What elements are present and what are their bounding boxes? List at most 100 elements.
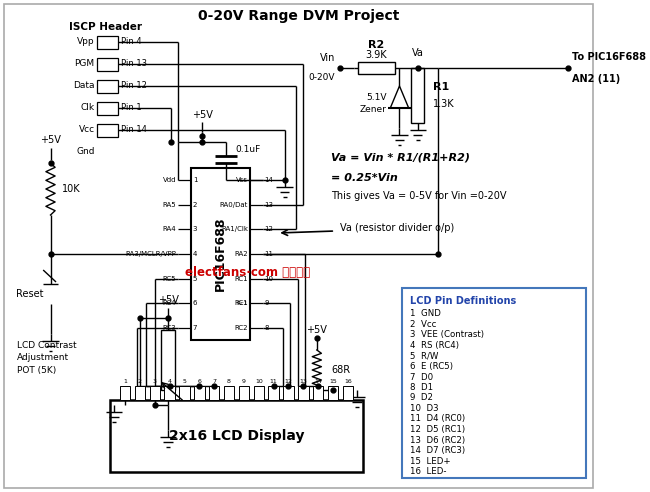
Text: Vin: Vin [320, 53, 335, 63]
Text: +5V: +5V [306, 325, 327, 335]
Text: Clk: Clk [81, 103, 95, 113]
Text: 12  D5 (RC1): 12 D5 (RC1) [410, 425, 465, 434]
Text: 13: 13 [265, 202, 274, 208]
Bar [358, 62, 395, 74]
Text: 10K: 10K [62, 184, 80, 194]
Text: LCD Contrast: LCD Contrast [16, 340, 76, 349]
Text: 3.9K: 3.9K [366, 50, 387, 60]
Text: 3: 3 [153, 379, 157, 384]
Text: 1: 1 [193, 177, 198, 184]
Bar [111, 400, 363, 472]
Bar [209, 386, 220, 400]
Text: 15: 15 [329, 379, 337, 384]
Text: Pin 12: Pin 12 [121, 82, 147, 91]
Text: 13  D6 (RC2): 13 D6 (RC2) [410, 435, 465, 444]
Text: 11: 11 [270, 379, 278, 384]
Text: 1  GND: 1 GND [410, 309, 441, 318]
Text: 9: 9 [242, 379, 246, 384]
Text: 11  D4 (RC0): 11 D4 (RC0) [410, 414, 465, 424]
Bar [135, 386, 145, 400]
Text: RA5: RA5 [162, 202, 176, 208]
Text: 2x16 LCD Display: 2x16 LCD Display [169, 429, 304, 443]
Text: RC1: RC1 [235, 300, 248, 306]
Text: RA3/MCLR/VPP: RA3/MCLR/VPP [125, 251, 176, 257]
Text: ISCP Header: ISCP Header [69, 22, 142, 32]
Text: +5V: +5V [192, 110, 213, 120]
Bar [411, 68, 424, 123]
Bar [239, 386, 249, 400]
Text: 15  LED+: 15 LED+ [410, 457, 450, 465]
Text: Reset: Reset [16, 289, 43, 299]
Text: 2: 2 [138, 379, 142, 384]
Text: 1.3K: 1.3K [432, 99, 454, 109]
Text: This gives Va = 0-5V for Vin =0-20V: This gives Va = 0-5V for Vin =0-20V [331, 191, 506, 201]
Text: 12: 12 [285, 379, 292, 384]
Bar [98, 35, 118, 49]
Text: PIC16F688: PIC16F688 [214, 217, 227, 291]
Text: 12: 12 [265, 226, 274, 232]
Text: 10: 10 [255, 379, 263, 384]
Text: 0-20V Range DVM Project: 0-20V Range DVM Project [198, 9, 399, 23]
Text: RC1: RC1 [235, 276, 248, 281]
Text: Vcc: Vcc [79, 125, 95, 134]
Bar [98, 58, 118, 70]
Bar [254, 386, 264, 400]
Text: Zener: Zener [359, 105, 387, 115]
Bar [343, 386, 353, 400]
Text: 0-20V: 0-20V [309, 73, 335, 82]
Text: 7: 7 [212, 379, 216, 384]
Text: 16: 16 [344, 379, 352, 384]
Text: 6: 6 [193, 300, 198, 306]
Text: RA0/Dat: RA0/Dat [220, 202, 248, 208]
Text: To PIC16F688: To PIC16F688 [572, 52, 646, 62]
Bar [224, 386, 234, 400]
Text: RA1/Clk: RA1/Clk [221, 226, 248, 232]
Bar [98, 123, 118, 136]
Text: 14  D7 (RC3): 14 D7 (RC3) [410, 446, 465, 455]
Text: 11: 11 [265, 251, 274, 257]
Text: Adjustment: Adjustment [16, 353, 69, 363]
Text: 3: 3 [193, 226, 198, 232]
Text: 6: 6 [198, 379, 202, 384]
Text: 16  LED-: 16 LED- [410, 467, 446, 476]
Text: R1: R1 [432, 82, 448, 92]
Text: R2: R2 [369, 40, 385, 50]
Bar [191, 168, 250, 340]
Bar [328, 386, 338, 400]
Text: Va = Vin * R1/(R1+R2): Va = Vin * R1/(R1+R2) [331, 153, 469, 163]
Text: 8  D1: 8 D1 [410, 383, 433, 392]
Text: AN2 (11): AN2 (11) [572, 74, 620, 84]
Text: Vpp: Vpp [77, 37, 95, 47]
Text: RC3: RC3 [162, 325, 176, 331]
Text: 5  R/W: 5 R/W [410, 351, 438, 361]
Bar [268, 386, 279, 400]
Text: electfans·com 电路烧友: electfans·com 电路烧友 [185, 266, 311, 278]
Text: RC2: RC2 [235, 325, 248, 331]
Text: Pin 14: Pin 14 [121, 125, 147, 134]
Text: = 0.25*Vin: = 0.25*Vin [331, 173, 397, 183]
Text: RC5: RC5 [162, 276, 176, 281]
Text: 5: 5 [193, 276, 197, 281]
Text: 13: 13 [300, 379, 307, 384]
Text: 8: 8 [265, 325, 269, 331]
Bar [164, 386, 175, 400]
Text: Vdd: Vdd [162, 177, 176, 184]
Text: Va: Va [412, 48, 424, 58]
Text: 7  D0: 7 D0 [410, 372, 433, 381]
Text: Rc1: Rc1 [237, 301, 248, 306]
Text: 14: 14 [265, 177, 274, 184]
Bar [313, 386, 324, 400]
Text: Pin 1: Pin 1 [121, 103, 142, 113]
Text: Va (resistor divider o/p): Va (resistor divider o/p) [340, 223, 454, 233]
Bar [150, 386, 160, 400]
Text: 3  VEE (Contrast): 3 VEE (Contrast) [410, 331, 484, 339]
Text: 9: 9 [265, 300, 269, 306]
Text: 1: 1 [123, 379, 127, 384]
Text: +5V: +5V [157, 295, 179, 305]
Text: Pin 13: Pin 13 [121, 60, 147, 68]
Bar [98, 80, 118, 92]
Text: 68R: 68R [332, 365, 350, 375]
Text: 14: 14 [314, 379, 322, 384]
Text: 10: 10 [265, 276, 274, 281]
Text: 0.1uF: 0.1uF [235, 146, 261, 154]
